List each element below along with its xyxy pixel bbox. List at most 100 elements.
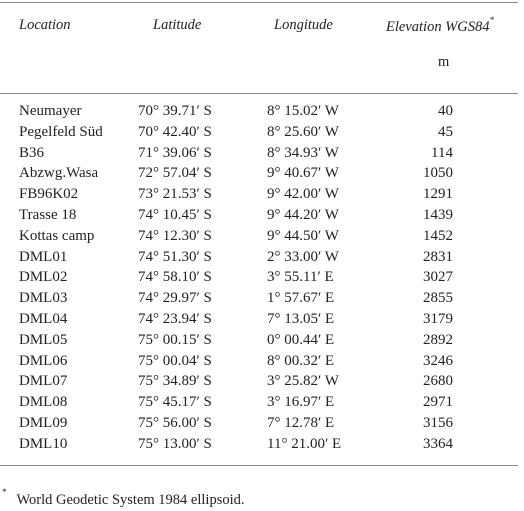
cell-longitude: 7° 13.05′ E: [267, 310, 335, 327]
cell-longitude: 9° 40.67′ W: [267, 165, 339, 182]
cell-location: DML06: [19, 352, 68, 369]
header-location: Location: [19, 17, 71, 33]
table-footnote: * World Geodetic System 1984 ellipsoid.: [2, 487, 245, 509]
cell-location: DML02: [19, 269, 68, 286]
table-row: Abzwg.Wasa 72° 57.04′ S 9° 40.67′ W 1050: [0, 165, 518, 186]
cell-location: Pegelfeld Süd: [19, 123, 103, 140]
table-row: DML07 75° 34.89′ S 3° 25.82′ W 2680: [0, 373, 518, 394]
cell-latitude: 74° 58.10′ S: [138, 269, 212, 286]
cell-longitude: 2° 33.00′ W: [267, 248, 339, 265]
cell-longitude: 8° 25.60′ W: [267, 123, 339, 140]
cell-elevation: 2892: [423, 331, 453, 348]
cell-location: DML07: [19, 373, 68, 390]
header-latitude: Latitude: [153, 17, 202, 33]
cell-elevation: 3364: [423, 435, 453, 452]
table-row: Pegelfeld Süd 70° 42.40′ S 8° 25.60′ W 45: [0, 124, 518, 145]
cell-longitude: 11° 21.00′ E: [267, 435, 342, 452]
table-row: Neumayer 70° 39.71′ S 8° 15.02′ W 40: [0, 103, 518, 124]
cell-latitude: 75° 00.15′ S: [138, 331, 212, 348]
cell-latitude: 75° 00.04′ S: [138, 352, 212, 369]
table-top-rule: [0, 2, 518, 3]
table-row: DML10 75° 13.00′ S 11° 21.00′ E 3364: [0, 436, 518, 457]
table-row: DML04 74° 23.94′ S 7° 13.05′ E 3179: [0, 311, 518, 332]
cell-latitude: 70° 39.71′ S: [138, 103, 212, 119]
cell-longitude: 8° 15.02′ W: [267, 103, 339, 119]
cell-elevation: 1452: [423, 227, 453, 244]
table-row: B36 71° 39.06′ S 8° 34.93′ W 114: [0, 145, 518, 166]
cell-latitude: 74° 51.30′ S: [138, 248, 212, 265]
cell-location: DML10: [19, 435, 68, 452]
cell-elevation: 40: [438, 103, 453, 119]
cell-elevation: 3179: [423, 310, 453, 327]
cell-location: DML05: [19, 331, 68, 348]
cell-elevation: 45: [438, 123, 453, 140]
table-header-rule: [0, 93, 518, 94]
cell-longitude: 8° 34.93′ W: [267, 144, 339, 161]
cell-location: DML08: [19, 394, 68, 411]
table-bottom-rule: [0, 465, 518, 466]
table-body: Neumayer 70° 39.71′ S 8° 15.02′ W 40 Pegelfe…: [0, 103, 518, 457]
cell-longitude: 8° 00.32′ E: [267, 352, 335, 369]
cell-latitude: 70° 42.40′ S: [138, 123, 212, 140]
cell-longitude: 3° 25.82′ W: [267, 373, 339, 390]
cell-location: FB96K02: [19, 186, 79, 203]
cell-location: Neumayer: [19, 103, 82, 119]
cell-elevation: 3246: [423, 352, 453, 369]
table-row: DML03 74° 29.97′ S 1° 57.67′ E 2855: [0, 290, 518, 311]
cell-elevation: 1439: [423, 206, 453, 223]
cell-elevation: 2831: [423, 248, 453, 265]
cell-latitude: 75° 34.89′ S: [138, 373, 212, 390]
cell-longitude: 3° 16.97′ E: [267, 394, 335, 411]
cell-location: DML09: [19, 414, 68, 431]
cell-longitude: 3° 55.11′ E: [267, 269, 334, 286]
cell-longitude: 7° 12.78′ E: [267, 414, 335, 431]
cell-location: Kottas camp: [19, 227, 95, 244]
table-row: DML08 75° 45.17′ S 3° 16.97′ E 2971: [0, 394, 518, 415]
table-row: DML02 74° 58.10′ S 3° 55.11′ E 3027: [0, 269, 518, 290]
footnote-mark: *: [2, 487, 7, 497]
table-row: FB96K02 73° 21.53′ S 9° 42.00′ W 1291: [0, 186, 518, 207]
header-elevation: Elevation WGS84*: [386, 15, 495, 36]
cell-elevation: 3156: [423, 414, 453, 431]
cell-location: DML03: [19, 290, 68, 307]
table-row: DML05 75° 00.15′ S 0° 00.44′ E 2892: [0, 332, 518, 353]
cell-elevation: 2855: [423, 290, 453, 307]
cell-elevation: 1291: [423, 186, 453, 203]
cell-elevation: 1050: [423, 165, 453, 182]
cell-elevation: 2971: [423, 394, 453, 411]
cell-latitude: 74° 12.30′ S: [138, 227, 212, 244]
cell-location: DML04: [19, 310, 68, 327]
table-row: DML01 74° 51.30′ S 2° 33.00′ W 2831: [0, 249, 518, 270]
header-longitude: Longitude: [274, 17, 333, 33]
cell-latitude: 75° 45.17′ S: [138, 394, 212, 411]
cell-elevation: 114: [431, 144, 453, 161]
cell-location: DML01: [19, 248, 68, 265]
cell-latitude: 75° 13.00′ S: [138, 435, 212, 452]
cell-latitude: 74° 29.97′ S: [138, 290, 212, 307]
cell-elevation: 3027: [423, 269, 453, 286]
table-row: Kottas camp 74° 12.30′ S 9° 44.50′ W 1452: [0, 228, 518, 249]
cell-longitude: 0° 00.44′ E: [267, 331, 335, 348]
cell-longitude: 9° 44.20′ W: [267, 206, 339, 223]
footnote-text: World Geodetic System 1984 ellipsoid.: [16, 491, 245, 508]
cell-latitude: 73° 21.53′ S: [138, 186, 212, 203]
cell-location: B36: [19, 144, 45, 161]
cell-location: Trasse 18: [19, 206, 77, 223]
header-elevation-footnote-mark: *: [489, 15, 495, 25]
header-elevation-label: Elevation WGS84: [386, 18, 490, 35]
cell-elevation: 2680: [423, 373, 453, 390]
cell-longitude: 9° 42.00′ W: [267, 186, 339, 203]
header-elevation-unit: m: [438, 54, 450, 70]
cell-location: Abzwg.Wasa: [19, 165, 99, 182]
cell-latitude: 75° 56.00′ S: [138, 414, 212, 431]
cell-latitude: 74° 23.94′ S: [138, 310, 212, 327]
cell-longitude: 1° 57.67′ E: [267, 290, 335, 307]
cell-latitude: 71° 39.06′ S: [138, 144, 212, 161]
cell-longitude: 9° 44.50′ W: [267, 227, 339, 244]
table-row: Trasse 18 74° 10.45′ S 9° 44.20′ W 1439: [0, 207, 518, 228]
cell-latitude: 72° 57.04′ S: [138, 165, 212, 182]
table-row: DML09 75° 56.00′ S 7° 12.78′ E 3156: [0, 415, 518, 436]
cell-latitude: 74° 10.45′ S: [138, 206, 212, 223]
table-row: DML06 75° 00.04′ S 8° 00.32′ E 3246: [0, 353, 518, 374]
